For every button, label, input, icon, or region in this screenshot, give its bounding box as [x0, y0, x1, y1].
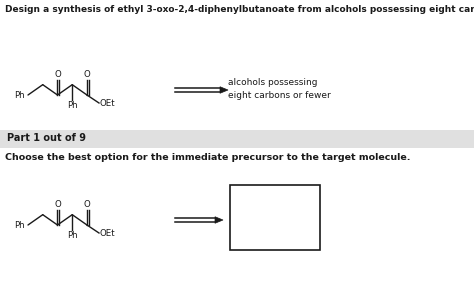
- Bar: [230, 185, 320, 250]
- Text: O: O: [54, 200, 61, 209]
- Text: Design a synthesis of ethyl 3-oxo-2,4-diphenylbutanoate from alcohols possessing: Design a synthesis of ethyl 3-oxo-2,4-di…: [5, 5, 474, 14]
- Text: OEt: OEt: [100, 98, 116, 107]
- Polygon shape: [215, 217, 223, 223]
- Text: Ph: Ph: [67, 231, 78, 240]
- Polygon shape: [220, 87, 228, 93]
- Text: O: O: [83, 200, 91, 209]
- Text: OEt: OEt: [100, 228, 116, 237]
- Text: Part 1 out of 9: Part 1 out of 9: [7, 133, 86, 143]
- Text: Ph: Ph: [67, 101, 78, 110]
- Text: O: O: [83, 70, 91, 79]
- Bar: [0, 130, 474, 148]
- Text: Ph: Ph: [14, 221, 25, 230]
- Text: O: O: [54, 70, 61, 79]
- Text: Ph: Ph: [14, 91, 25, 100]
- Text: alcohols possessing
eight carbons or fewer: alcohols possessing eight carbons or few…: [228, 78, 331, 100]
- Text: Choose the best option for the immediate precursor to the target molecule.: Choose the best option for the immediate…: [5, 153, 410, 162]
